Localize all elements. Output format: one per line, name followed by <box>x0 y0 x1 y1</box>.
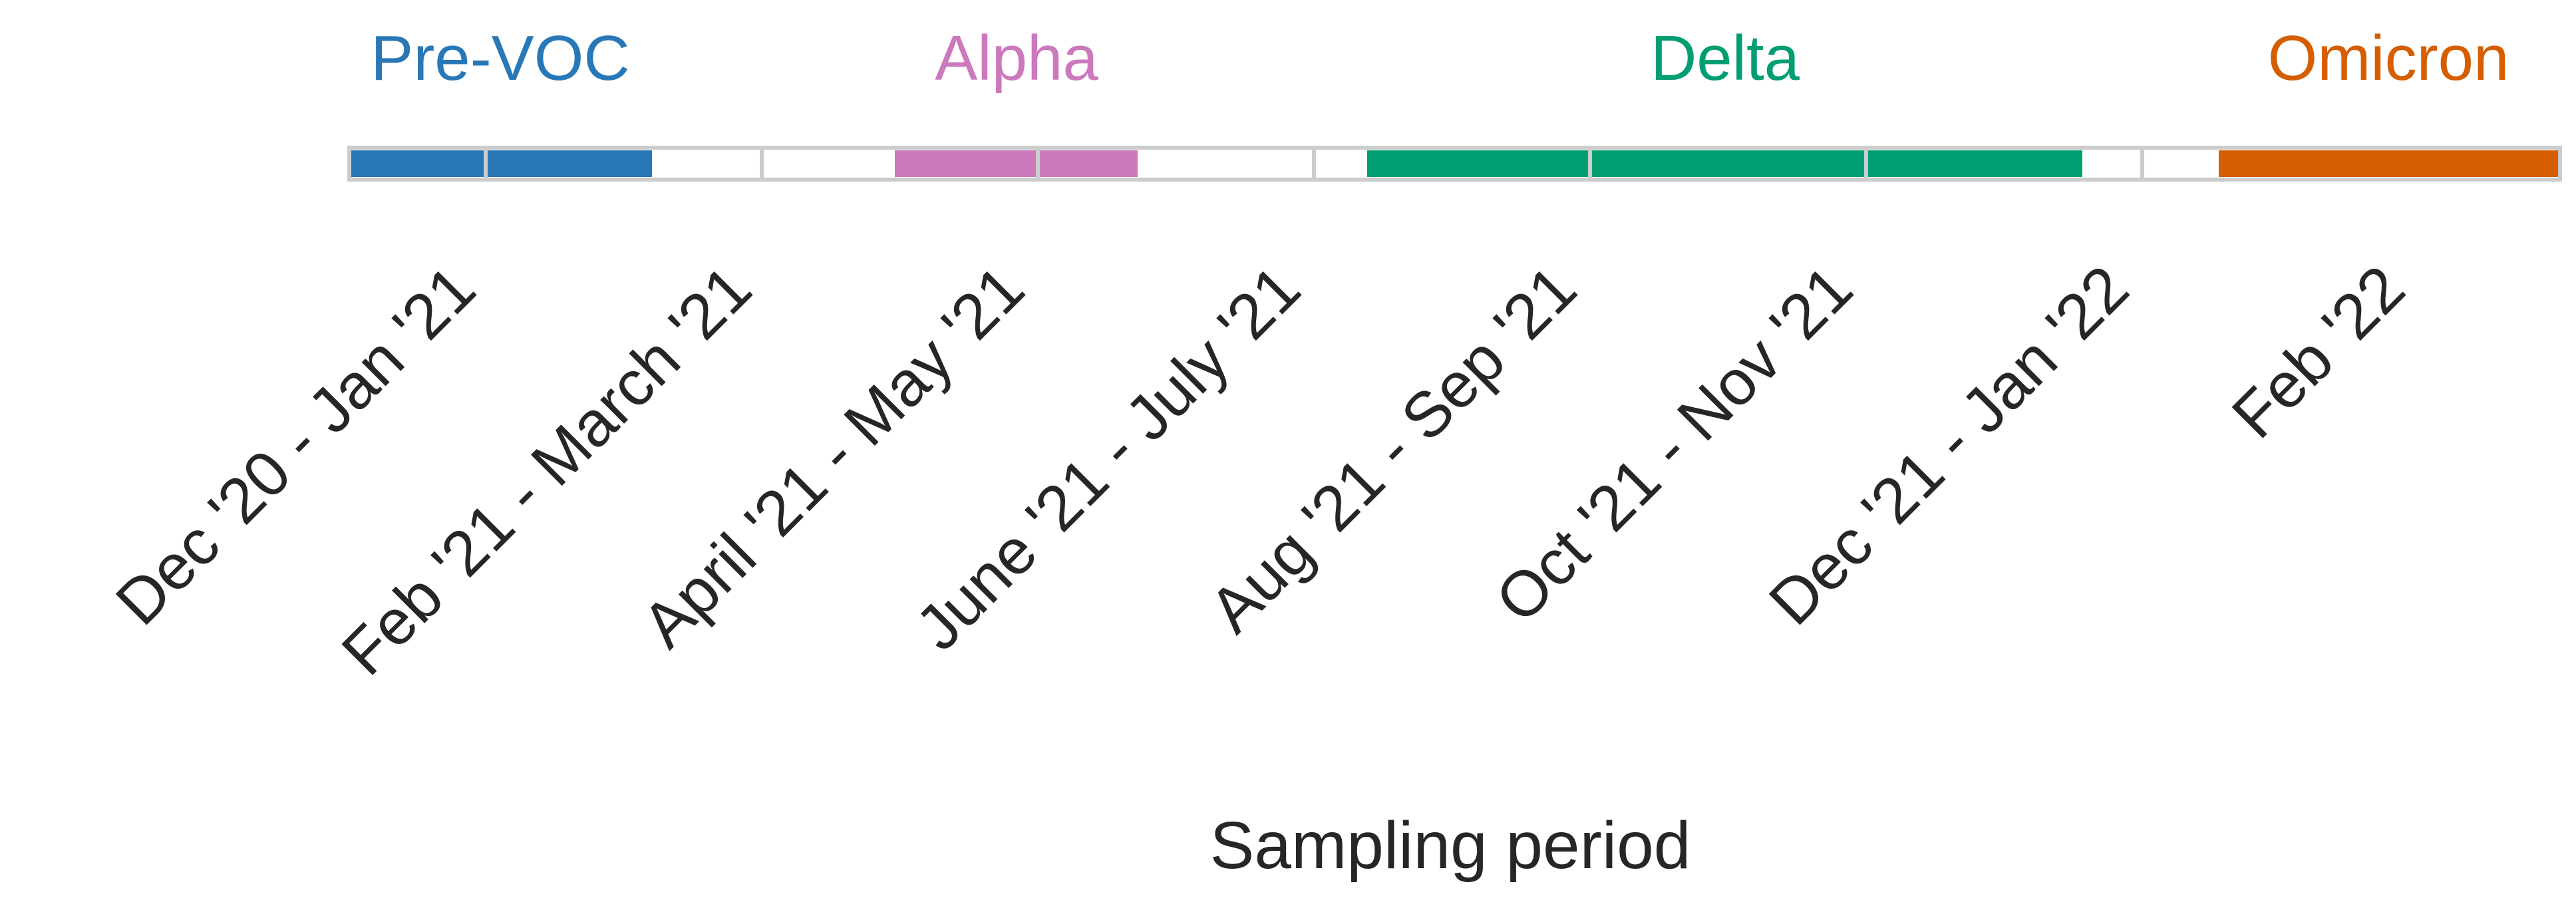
variant-bar-alpha <box>895 150 1138 177</box>
variant-bar-delta <box>1367 150 2082 177</box>
variant-label-alpha: Alpha <box>935 23 1098 94</box>
variant-bar-pre-voc <box>351 150 652 177</box>
variant-label-pre-voc: Pre-VOC <box>371 23 629 94</box>
x-axis-label: Sampling period <box>1210 808 1691 883</box>
variant-label-omicron: Omicron <box>2268 23 2509 94</box>
variant-bar-omicron <box>2219 150 2558 177</box>
period-tick-label: Feb '22 <box>2219 252 2418 452</box>
variant-label-delta: Delta <box>1651 23 1800 94</box>
